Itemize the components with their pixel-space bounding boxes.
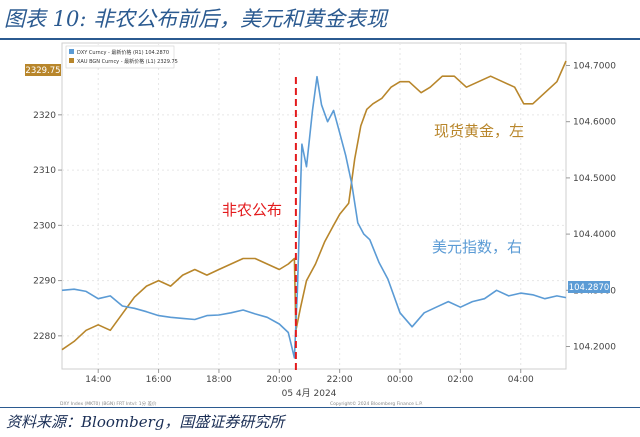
legend: DXY Curncy - 最新价格 (R1) 104.2870 XAU BGN …: [65, 45, 178, 69]
title-divider: [0, 38, 640, 40]
left-tick-label: 2280: [33, 332, 56, 342]
x-tick-label: 04:00: [508, 375, 534, 385]
right-tick-label: 104.6000: [573, 118, 616, 128]
x-tick-label: 16:00: [146, 375, 172, 385]
legend-swatch-dxy: [69, 49, 74, 54]
dxy-last-value-box: [568, 281, 610, 293]
dxy-index-line: [61, 75, 567, 359]
right-tick-label: 104.4000: [573, 230, 616, 240]
right-tick-label: 104.2000: [573, 343, 616, 353]
dxy-last-value-badge: 104.2870: [568, 281, 610, 293]
gold-dxy-chart: 14:00 16:00 18:00 20:00 22:00 00:00 02:00 04:00…: [25, 42, 616, 407]
figure-title: 图表 10: 非农公布前后，美元和黄金表现: [4, 7, 388, 31]
footer-right: Copyright© 2024 Bloomberg Finance L.P.: [330, 400, 423, 407]
left-tick-label: 2300: [33, 221, 56, 231]
x-tick-label: 00:00: [387, 375, 413, 385]
dxy-series-annotation: 美元指数，右: [432, 238, 522, 256]
left-tick-label: 2310: [33, 166, 56, 176]
x-tick-label: 14:00: [85, 375, 111, 385]
source-note: 资料来源：Bloomberg，国盛证券研究所: [6, 413, 285, 431]
source-divider: [0, 407, 640, 408]
gold-last-value-box: [25, 64, 61, 76]
dxy-last-value: 104.2870: [569, 283, 610, 293]
legend-entry-dxy: DXY Curncy - 最新价格 (R1) 104.2870: [77, 49, 169, 56]
footer-left: DXY Index (MKT0) (BGN) FRT Intvl: 1分 差价: [60, 400, 157, 407]
release-annotation: 非农公布: [222, 201, 282, 219]
x-tick-label: 18:00: [206, 375, 232, 385]
left-tick-label: 2290: [33, 277, 56, 287]
gold-price-line: [61, 60, 567, 351]
plot-area: [61, 42, 567, 370]
legend-box: [65, 45, 175, 69]
series-lines: [61, 60, 567, 359]
x-tick-label: 02:00: [447, 375, 473, 385]
left-tick-label: 2320: [33, 111, 56, 121]
x-date-label: 05 4月 2024: [282, 388, 337, 399]
gold-last-value-badge: 2329.75: [25, 64, 61, 76]
x-tick-label: 22:00: [327, 375, 353, 385]
right-tick-label: 104.7000: [573, 61, 616, 71]
legend-entry-gold: XAU BGN Curncy - 最新价格 (L1) 2329.75: [77, 58, 178, 65]
gold-last-value: 2329.75: [25, 66, 60, 76]
gold-series-annotation: 现货黄金，左: [434, 122, 524, 140]
right-tick-label: 104.5000: [573, 174, 616, 184]
x-tick-label: 20:00: [266, 375, 292, 385]
legend-swatch-gold: [69, 58, 74, 63]
